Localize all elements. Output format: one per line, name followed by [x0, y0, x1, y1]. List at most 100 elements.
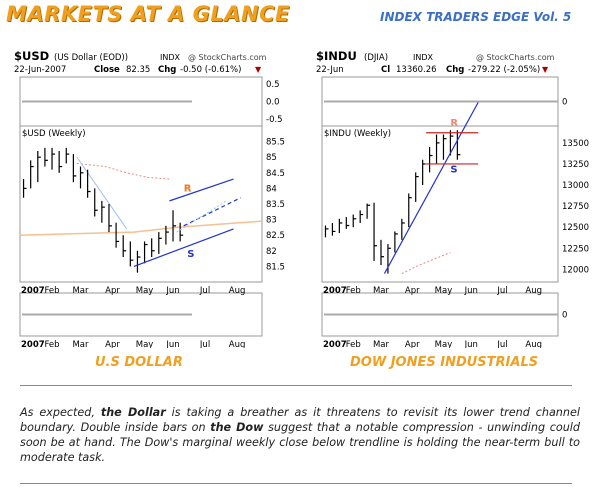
- moving-average-short: [401, 252, 451, 275]
- divider-top: [20, 385, 572, 386]
- x-tick-label: Jun: [165, 340, 179, 348]
- close-value: 13360.26: [396, 65, 437, 75]
- divider-bottom: [20, 483, 572, 484]
- x-tick-label: May: [136, 286, 154, 296]
- y-tick-label: 13250: [562, 160, 589, 170]
- y-tick-label: 85: [266, 153, 277, 163]
- x-tick-label: Jul: [496, 286, 507, 296]
- y-tick-label: 82: [266, 247, 277, 257]
- y-tick-label: 12250: [562, 244, 589, 254]
- page-title: MARKETS AT A GLANCE: [6, 2, 290, 26]
- usd-chart: $USD (US Dollar (EOD)) INDX @ StockCharts.c…: [14, 49, 285, 348]
- close-value: 82.35: [126, 65, 150, 75]
- year-label: 2007: [323, 340, 347, 348]
- dashed-projection-line: [183, 197, 241, 227]
- x-tick-label: Aug: [229, 340, 246, 348]
- price-panel: [321, 125, 559, 283]
- channel-upper-line: [169, 178, 234, 202]
- chg-label: Chg: [158, 65, 176, 75]
- symbol: $INDU: [316, 49, 357, 63]
- x-tick-label: Jul: [496, 340, 507, 348]
- price-panel: [19, 125, 263, 283]
- x-tick-label: Apr: [405, 340, 420, 348]
- page-subtitle: INDEX TRADERS EDGE Vol. 5: [380, 10, 572, 24]
- x-tick-label: Aug: [525, 286, 542, 296]
- year-label: 2007: [21, 340, 45, 348]
- symbol-desc: (DJIA): [364, 53, 388, 63]
- usd-caption: U.S DOLLAR: [95, 355, 183, 370]
- chg-label: Chg: [446, 65, 464, 75]
- moving-average-long: [19, 220, 263, 236]
- resistance-label: R: [184, 184, 192, 195]
- y-tick-label: 12500: [562, 223, 589, 233]
- x-tick-label: Mar: [373, 340, 390, 348]
- x-tick-label: Feb: [44, 286, 59, 296]
- y-tick-label: 12000: [562, 265, 589, 275]
- resistance-label: R: [450, 118, 458, 129]
- dow-caption: DOW JONES INDUSTRIALS: [350, 355, 539, 370]
- y-tick-label: 84.5: [266, 169, 285, 179]
- chart-date: 22-Jun-2007: [14, 65, 66, 75]
- lower-tick-label: 0: [562, 311, 567, 321]
- y-tick-label: 84: [266, 184, 277, 194]
- commentary-text: is taking a breather as it threatens to …: [20, 406, 580, 434]
- y-tick-label: 13500: [562, 139, 589, 149]
- chg-value: -0.50 (-0.61%): [180, 65, 241, 75]
- x-tick-label: Mar: [373, 286, 390, 296]
- x-tick-label: Apr: [105, 286, 120, 296]
- y-tick-label: 85.5: [266, 138, 285, 148]
- close-label: Close: [94, 65, 120, 75]
- commentary: As expected, the Dollar is taking a brea…: [20, 405, 580, 465]
- uptrend-line: [383, 102, 479, 274]
- x-tick-label: Apr: [405, 286, 420, 296]
- year-label: 2007: [21, 286, 45, 296]
- commentary-text: As expected,: [20, 406, 101, 419]
- x-tick-label: Jun: [464, 340, 478, 348]
- commentary-bold-dow: the Dow: [210, 421, 264, 434]
- x-tick-label: Mar: [72, 340, 89, 348]
- y-tick-label: 13000: [562, 181, 589, 191]
- x-tick-label: May: [435, 286, 453, 296]
- chg-value: -279.22 (-2.05%): [468, 65, 540, 75]
- upper-tick-label: 0.0: [266, 98, 280, 108]
- x-tick-label: Jul: [199, 340, 210, 348]
- upper-tick-label: 0: [562, 98, 567, 108]
- commentary-text: suggest that a notable compression - unw…: [20, 421, 581, 464]
- light-trend-line: [76, 156, 128, 230]
- y-tick-label: 82.5: [266, 231, 285, 241]
- x-tick-label: Apr: [105, 340, 120, 348]
- y-tick-label: 83.5: [266, 200, 285, 210]
- support-label: S: [450, 164, 457, 175]
- commentary-bold-dollar: the Dollar: [100, 406, 166, 419]
- x-tick-label: May: [435, 340, 453, 348]
- x-tick-label: Jun: [165, 286, 179, 296]
- dow-chart: $INDU (DJIA) INDX @ StockCharts.com 22-Jun Cl…: [316, 49, 589, 348]
- x-tick-label: Mar: [72, 286, 89, 296]
- x-tick-label: May: [136, 340, 154, 348]
- upper-tick-label: 0.5: [266, 80, 280, 90]
- watermark: @ StockCharts.com: [188, 53, 267, 62]
- symbol-desc: (US Dollar (EOD)): [54, 53, 128, 63]
- symbol: $USD: [14, 49, 49, 63]
- y-tick-label: 12750: [562, 202, 589, 212]
- x-tick-label: Aug: [525, 340, 542, 348]
- series-label: $INDU (Weekly): [324, 129, 391, 139]
- channel-lower-line: [133, 228, 234, 267]
- x-tick-label: Aug: [229, 286, 246, 296]
- x-tick-label: Jul: [199, 286, 210, 296]
- x-tick-label: Feb: [346, 340, 361, 348]
- exchange: INDX: [160, 53, 181, 62]
- year-label: 2007: [323, 286, 347, 296]
- y-tick-label: 83: [266, 216, 277, 226]
- upper-tick-label: -0.5: [266, 115, 283, 125]
- dotted-projection-line: [176, 200, 227, 233]
- y-tick-label: 81.5: [266, 262, 285, 272]
- down-arrow-icon: ▼: [542, 65, 549, 74]
- support-label: S: [187, 249, 194, 260]
- exchange: INDX: [413, 53, 434, 62]
- down-arrow-icon: ▼: [255, 65, 262, 74]
- x-tick-label: Jun: [464, 286, 478, 296]
- watermark: @ StockCharts.com: [476, 53, 555, 62]
- x-tick-label: Feb: [44, 340, 59, 348]
- series-label: $USD (Weekly): [22, 129, 86, 139]
